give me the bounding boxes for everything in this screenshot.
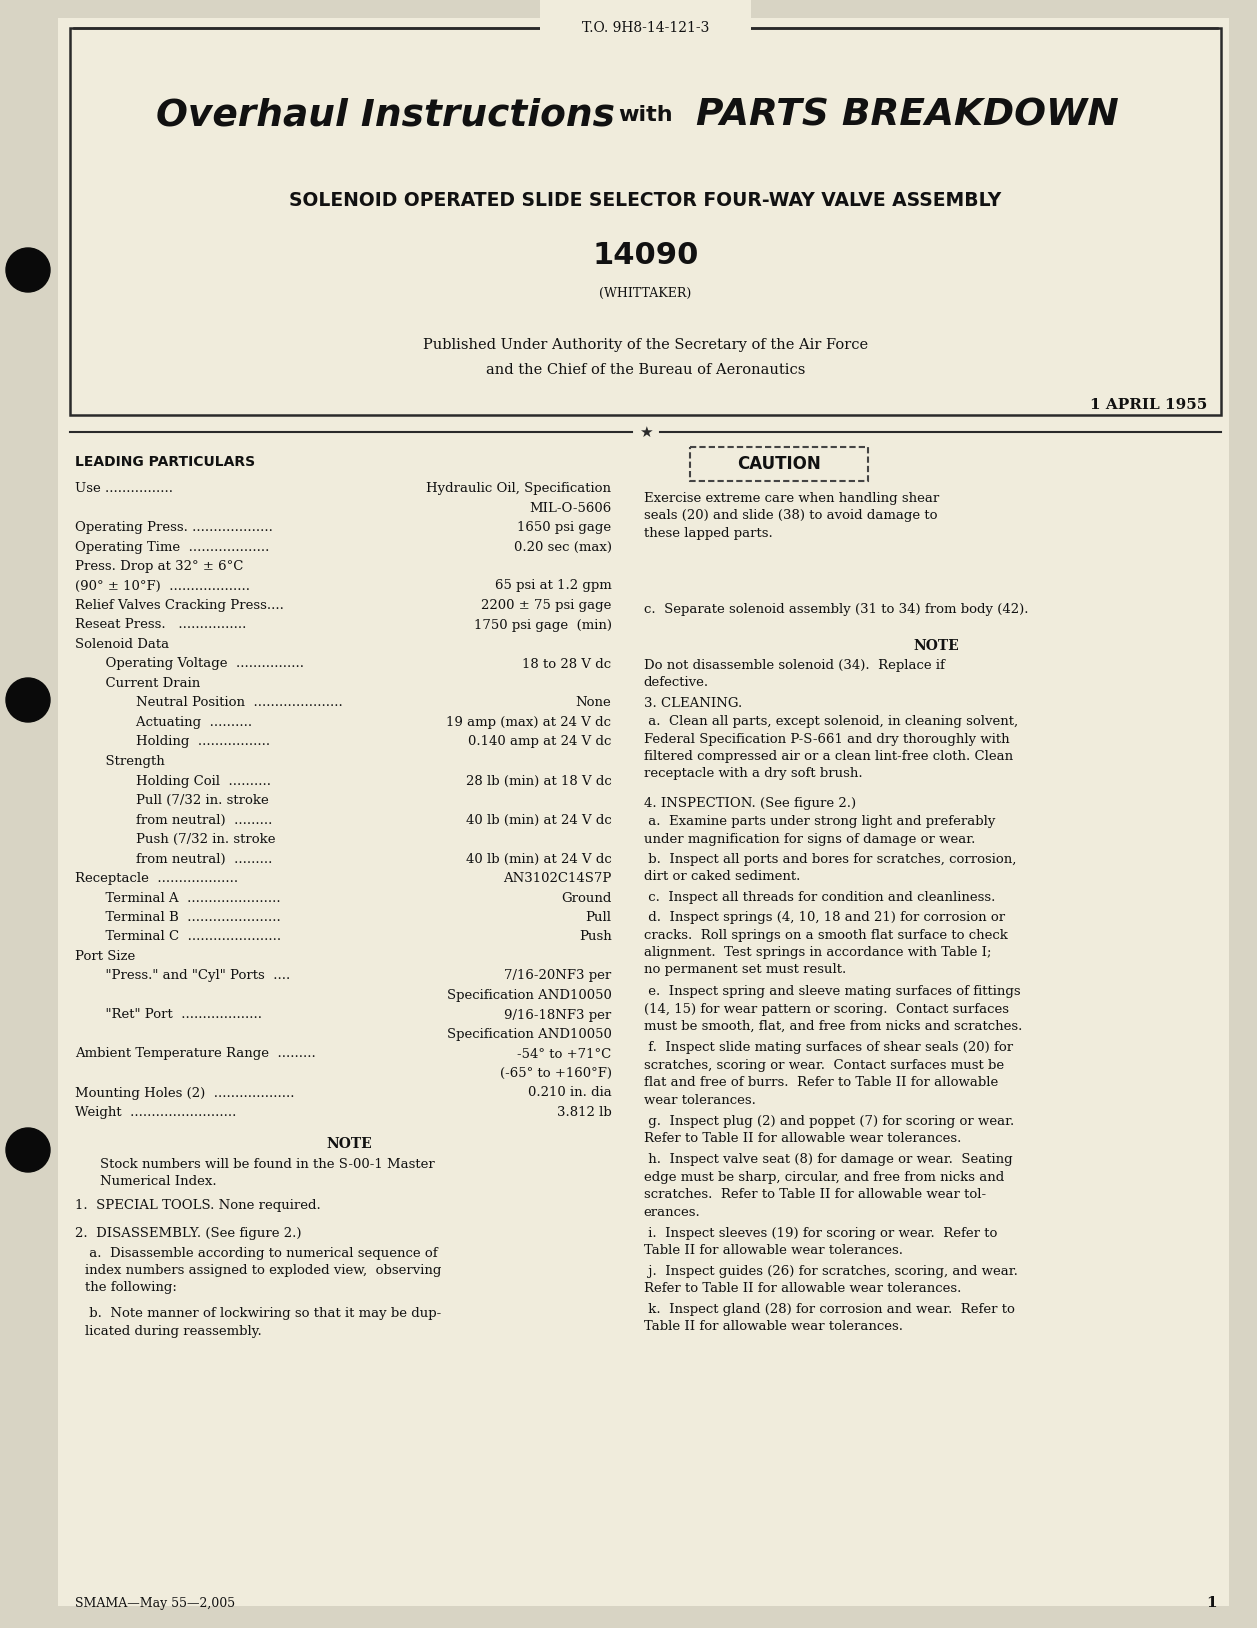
Text: Do not disassemble solenoid (34).  Replace if
defective.: Do not disassemble solenoid (34). Replac… xyxy=(644,659,944,690)
Text: LEADING PARTICULARS: LEADING PARTICULARS xyxy=(75,454,255,469)
Text: Solenoid Data: Solenoid Data xyxy=(75,638,170,651)
Text: NOTE: NOTE xyxy=(914,640,959,653)
Text: i.  Inspect sleeves (19) for scoring or wear.  Refer to
Table II for allowable w: i. Inspect sleeves (19) for scoring or w… xyxy=(644,1228,997,1257)
Text: Reseat Press.   ................: Reseat Press. ................ xyxy=(75,619,246,632)
Text: SOLENOID OPERATED SLIDE SELECTOR FOUR-WAY VALVE ASSEMBLY: SOLENOID OPERATED SLIDE SELECTOR FOUR-WA… xyxy=(289,190,1002,210)
Text: f.  Inspect slide mating surfaces of shear seals (20) for
scratches, scoring or : f. Inspect slide mating surfaces of shea… xyxy=(644,1040,1013,1107)
Text: 2200 ± 75 psi gage: 2200 ± 75 psi gage xyxy=(481,599,611,612)
Text: b.  Note manner of lockwiring so that it may be dup-
licated during reassembly.: b. Note manner of lockwiring so that it … xyxy=(85,1307,441,1338)
Text: from neutral)  .........: from neutral) ......... xyxy=(119,853,273,866)
Text: Terminal A  ......................: Terminal A ...................... xyxy=(97,892,280,905)
Text: 4. INSPECTION. (See figure 2.): 4. INSPECTION. (See figure 2.) xyxy=(644,798,856,811)
Text: 2.  DISASSEMBLY. (See figure 2.): 2. DISASSEMBLY. (See figure 2.) xyxy=(75,1228,302,1241)
FancyBboxPatch shape xyxy=(690,448,869,480)
Text: Receptacle  ...................: Receptacle ................... xyxy=(75,873,238,886)
Text: "Ret" Port  ...................: "Ret" Port ................... xyxy=(97,1008,261,1021)
Text: Hydraulic Oil, Specification: Hydraulic Oil, Specification xyxy=(426,482,611,495)
Text: Push: Push xyxy=(578,931,611,944)
Text: CAUTION: CAUTION xyxy=(737,454,821,474)
Circle shape xyxy=(6,1128,50,1172)
Text: Stock numbers will be found in the S-00-1 Master
Numerical Index.: Stock numbers will be found in the S-00-… xyxy=(101,1158,435,1188)
Text: a.  Clean all parts, except solenoid, in cleaning solvent,
Federal Specification: a. Clean all parts, except solenoid, in … xyxy=(644,715,1018,780)
Text: c.  Inspect all threads for condition and cleanliness.: c. Inspect all threads for condition and… xyxy=(644,891,994,904)
Text: 19 amp (max) at 24 V dc: 19 amp (max) at 24 V dc xyxy=(446,716,611,729)
Text: (WHITTAKER): (WHITTAKER) xyxy=(600,287,691,300)
Text: Press. Drop at 32° ± 6°C: Press. Drop at 32° ± 6°C xyxy=(75,560,244,573)
Text: AN3102C14S7P: AN3102C14S7P xyxy=(503,873,611,886)
Text: with: with xyxy=(618,104,674,125)
Text: Port Size: Port Size xyxy=(75,951,136,964)
Text: Current Drain: Current Drain xyxy=(97,677,200,690)
Text: 0.140 amp at 24 V dc: 0.140 amp at 24 V dc xyxy=(468,736,611,749)
Text: Specification AND10050: Specification AND10050 xyxy=(446,988,611,1001)
Text: Mounting Holes (2)  ...................: Mounting Holes (2) ................... xyxy=(75,1086,294,1099)
Text: and the Chief of the Bureau of Aeronautics: and the Chief of the Bureau of Aeronauti… xyxy=(485,363,806,378)
Text: Overhaul Instructions: Overhaul Instructions xyxy=(157,98,616,133)
Text: SMAMA—May 55—2,005: SMAMA—May 55—2,005 xyxy=(75,1597,235,1610)
Text: None: None xyxy=(576,697,611,710)
Text: c.  Separate solenoid assembly (31 to 34) from body (42).: c. Separate solenoid assembly (31 to 34)… xyxy=(644,602,1028,615)
Text: d.  Inspect springs (4, 10, 18 and 21) for corrosion or
cracks.  Roll springs on: d. Inspect springs (4, 10, 18 and 21) fo… xyxy=(644,912,1007,977)
Text: 18 to 28 V dc: 18 to 28 V dc xyxy=(523,658,611,671)
Text: Weight  .........................: Weight ......................... xyxy=(75,1105,236,1118)
Text: 1 APRIL 1955: 1 APRIL 1955 xyxy=(1090,397,1207,412)
Text: e.  Inspect spring and sleeve mating surfaces of fittings
(14, 15) for wear patt: e. Inspect spring and sleeve mating surf… xyxy=(644,985,1022,1034)
Text: Exercise extreme care when handling shear
seals (20) and slide (38) to avoid dam: Exercise extreme care when handling shea… xyxy=(644,492,939,540)
Text: 1750 psi gage  (min): 1750 psi gage (min) xyxy=(474,619,611,632)
Text: 3.812 lb: 3.812 lb xyxy=(557,1105,611,1118)
Text: 9/16-18NF3 per: 9/16-18NF3 per xyxy=(504,1008,611,1021)
Text: PARTS BREAKDOWN: PARTS BREAKDOWN xyxy=(695,98,1119,133)
Text: b.  Inspect all ports and bores for scratches, corrosion,
dirt or caked sediment: b. Inspect all ports and bores for scrat… xyxy=(644,853,1016,884)
Text: Pull (7/32 in. stroke: Pull (7/32 in. stroke xyxy=(119,794,269,807)
Circle shape xyxy=(6,677,50,721)
Text: 0.210 in. dia: 0.210 in. dia xyxy=(528,1086,611,1099)
Text: Strength: Strength xyxy=(97,755,165,768)
Text: Pull: Pull xyxy=(586,912,611,925)
Text: "Press." and "Cyl" Ports  ....: "Press." and "Cyl" Ports .... xyxy=(97,970,290,983)
Text: g.  Inspect plug (2) and poppet (7) for scoring or wear.
Refer to Table II for a: g. Inspect plug (2) and poppet (7) for s… xyxy=(644,1115,1013,1146)
Text: Operating Voltage  ................: Operating Voltage ................ xyxy=(97,658,304,671)
Text: 14090: 14090 xyxy=(592,241,699,270)
Text: Holding Coil  ..........: Holding Coil .......... xyxy=(119,775,272,788)
Text: ★: ★ xyxy=(639,425,652,440)
Text: Specification AND10050: Specification AND10050 xyxy=(446,1027,611,1040)
Text: 40 lb (min) at 24 V dc: 40 lb (min) at 24 V dc xyxy=(466,814,611,827)
Text: Ambient Temperature Range  .........: Ambient Temperature Range ......... xyxy=(75,1047,316,1060)
Text: 28 lb (min) at 18 V dc: 28 lb (min) at 18 V dc xyxy=(466,775,611,788)
Text: Neutral Position  .....................: Neutral Position ..................... xyxy=(119,697,343,710)
Text: (90° ± 10°F)  ...................: (90° ± 10°F) ................... xyxy=(75,580,250,593)
Text: 7/16-20NF3 per: 7/16-20NF3 per xyxy=(504,970,611,983)
Bar xyxy=(70,28,1221,415)
Text: Ground: Ground xyxy=(561,892,611,905)
Text: j.  Inspect guides (26) for scratches, scoring, and wear.
Refer to Table II for : j. Inspect guides (26) for scratches, sc… xyxy=(644,1265,1017,1296)
Text: Push (7/32 in. stroke: Push (7/32 in. stroke xyxy=(119,834,275,847)
Text: NOTE: NOTE xyxy=(327,1138,372,1151)
Text: 1.  SPECIAL TOOLS. None required.: 1. SPECIAL TOOLS. None required. xyxy=(75,1200,321,1213)
Text: a.  Examine parts under strong light and preferably
under magnification for sign: a. Examine parts under strong light and … xyxy=(644,816,994,845)
Text: (-65° to +160°F): (-65° to +160°F) xyxy=(499,1066,611,1079)
Circle shape xyxy=(6,247,50,291)
Text: T.O. 9H8-14-121-3: T.O. 9H8-14-121-3 xyxy=(582,21,709,34)
Text: 40 lb (min) at 24 V dc: 40 lb (min) at 24 V dc xyxy=(466,853,611,866)
Text: 3. CLEANING.: 3. CLEANING. xyxy=(644,697,742,710)
Text: Operating Time  ...................: Operating Time ................... xyxy=(75,540,269,554)
Text: Operating Press. ...................: Operating Press. ................... xyxy=(75,521,273,534)
Text: Holding  .................: Holding ................. xyxy=(119,736,270,749)
Text: 1: 1 xyxy=(1207,1595,1217,1610)
Text: -54° to +71°C: -54° to +71°C xyxy=(517,1047,611,1060)
Text: 1650 psi gage: 1650 psi gage xyxy=(518,521,611,534)
Text: a.  Disassemble according to numerical sequence of
index numbers assigned to exp: a. Disassemble according to numerical se… xyxy=(85,1247,441,1294)
Text: k.  Inspect gland (28) for corrosion and wear.  Refer to
Table II for allowable : k. Inspect gland (28) for corrosion and … xyxy=(644,1302,1014,1333)
Text: 0.20 sec (max): 0.20 sec (max) xyxy=(514,540,611,554)
Text: Published Under Authority of the Secretary of the Air Force: Published Under Authority of the Secreta… xyxy=(422,339,869,352)
Text: h.  Inspect valve seat (8) for damage or wear.  Seating
edge must be sharp, circ: h. Inspect valve seat (8) for damage or … xyxy=(644,1153,1012,1218)
Text: MIL-O-5606: MIL-O-5606 xyxy=(529,501,611,514)
Text: Terminal B  ......................: Terminal B ...................... xyxy=(97,912,280,925)
Text: Relief Valves Cracking Press....: Relief Valves Cracking Press.... xyxy=(75,599,284,612)
Text: Use ................: Use ................ xyxy=(75,482,173,495)
Text: Actuating  ..........: Actuating .......... xyxy=(119,716,253,729)
Text: 65 psi at 1.2 gpm: 65 psi at 1.2 gpm xyxy=(495,580,611,593)
Text: from neutral)  .........: from neutral) ......... xyxy=(119,814,273,827)
Text: Terminal C  ......................: Terminal C ...................... xyxy=(97,931,282,944)
